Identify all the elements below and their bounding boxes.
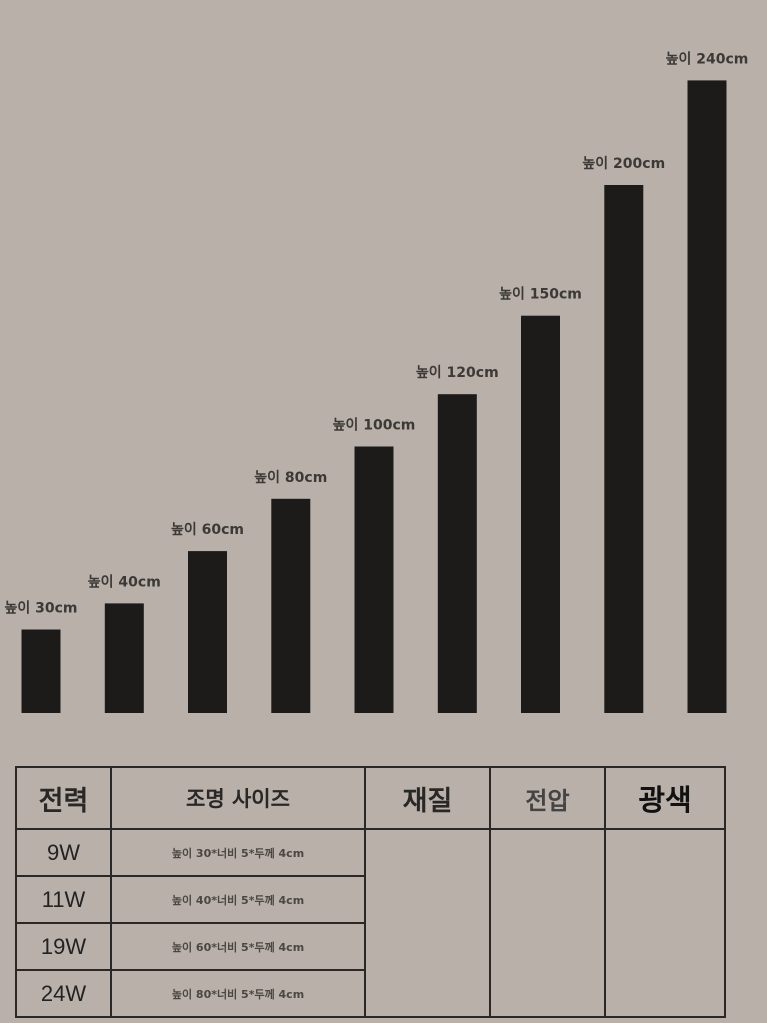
- table-row: 9W 높이 30*너비 5*두께 4cm: [15, 828, 726, 1018]
- bar-150cm: [521, 315, 560, 713]
- bar-40cm: [104, 603, 144, 713]
- bar-60cm: [188, 551, 227, 713]
- header-size: 조명 사이즈: [110, 766, 366, 830]
- table-row: 19W 높이 60*너비 5*두께 4cm: [15, 922, 725, 971]
- bar-label-150cm: 높이 150cm: [499, 286, 582, 303]
- bar-label-40cm: 높이 40cm: [88, 573, 161, 590]
- bar-label-100cm: 높이 100cm: [333, 417, 416, 434]
- header-voltage: 전압: [489, 766, 606, 830]
- bar-240cm: [687, 80, 727, 713]
- cell-voltage: [489, 828, 606, 1018]
- bar-label-200cm: 높이 200cm: [582, 155, 665, 172]
- bar-30cm: [21, 629, 61, 713]
- bar-labels-group: 높이 30cm 높이 40cm 높이 60cm 높이 80cm 높이 100cm 높이 1…: [4, 50, 748, 616]
- cell-size: 높이 30*너비 5*두께 4cm: [110, 828, 366, 877]
- header-light-color: 광색: [604, 766, 726, 830]
- bar-label-30cm: 높이 30cm: [4, 600, 77, 617]
- bar-label-60cm: 높이 60cm: [171, 521, 244, 538]
- table-row: 24W 높이 80*너비 5*두께 4cm: [15, 969, 725, 1018]
- bar-80cm: [271, 498, 311, 713]
- spec-table: 전력 조명 사이즈 재질 전압 광색 9W 높이 30*너비 5*두께 4cm …: [15, 766, 726, 1018]
- cell-material: [364, 828, 491, 1018]
- bar-label-80cm: 높이 80cm: [254, 469, 327, 486]
- table-header-row: 전력 조명 사이즈 재질 전압 광색: [15, 766, 726, 830]
- bars-group: [21, 80, 727, 713]
- bar-chart: 높이 30cm 높이 40cm 높이 60cm 높이 80cm 높이 100cm 높이 1…: [4, 50, 748, 713]
- cell-size: 높이 80*너비 5*두께 4cm: [110, 969, 366, 1018]
- bar-200cm: [604, 185, 644, 713]
- bar-label-120cm: 높이 120cm: [416, 364, 499, 381]
- table-row: 11W 높이 40*너비 5*두께 4cm: [15, 875, 725, 924]
- cell-power: 19W: [15, 922, 112, 971]
- cell-power: 24W: [15, 969, 112, 1018]
- cell-power: 11W: [15, 875, 112, 924]
- cell-power: 9W: [15, 828, 112, 877]
- bar-120cm: [437, 394, 477, 713]
- bar-100cm: [354, 446, 394, 713]
- cell-size: 높이 60*너비 5*두께 4cm: [110, 922, 366, 971]
- header-material: 재질: [364, 766, 491, 830]
- cell-light-color: [604, 828, 726, 1018]
- bar-label-240cm: 높이 240cm: [666, 50, 749, 67]
- header-power: 전력: [15, 766, 112, 830]
- cell-size: 높이 40*너비 5*두께 4cm: [110, 875, 366, 924]
